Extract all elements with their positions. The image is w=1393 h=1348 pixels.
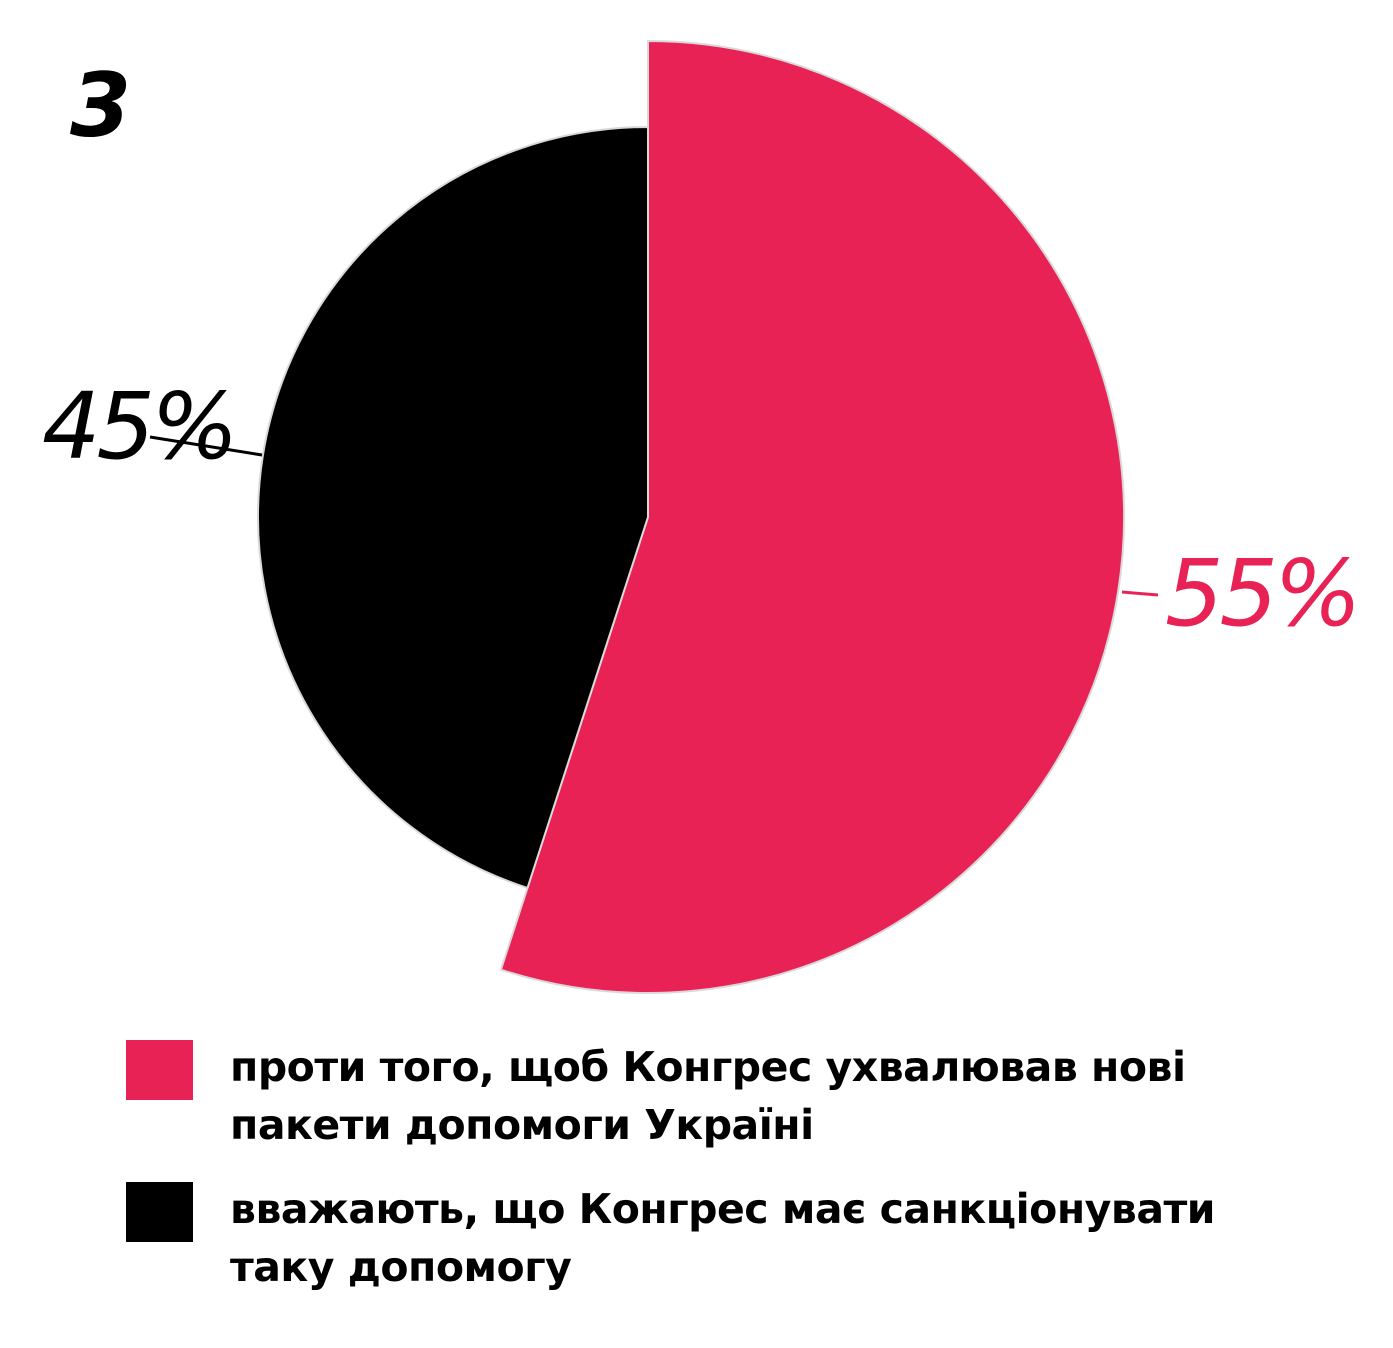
pie-slices bbox=[257, 39, 1125, 994]
legend-swatch-pink bbox=[126, 1040, 193, 1100]
legend: проти того, щоб Конгрес ухвалював нові п… bbox=[126, 1038, 1326, 1322]
leader-line bbox=[1121, 590, 1159, 597]
chart-number: 3 bbox=[70, 54, 132, 157]
slice-labels: 55% 45% bbox=[42, 373, 1361, 647]
legend-label: вважають, що Конгрес має санкціонувати т… bbox=[230, 1185, 1216, 1291]
pie-slice-pink bbox=[499, 39, 1125, 994]
slice-value-label: 45% bbox=[42, 373, 234, 480]
legend-swatch-black bbox=[126, 1182, 193, 1242]
leader-line bbox=[149, 435, 263, 457]
legend-label: проти того, щоб Конгрес ухвалював нові п… bbox=[230, 1043, 1186, 1149]
pie-chart: 55% 45% bbox=[42, 39, 1361, 994]
pie-slice-black bbox=[257, 125, 649, 890]
label-leader-lines bbox=[149, 435, 1159, 597]
legend-item-against: проти того, щоб Конгрес ухвалював нові п… bbox=[126, 1038, 1326, 1154]
legend-item-support: вважають, що Конгрес має санкціонувати т… bbox=[126, 1180, 1326, 1296]
slice-value-label: 55% bbox=[1165, 540, 1357, 647]
